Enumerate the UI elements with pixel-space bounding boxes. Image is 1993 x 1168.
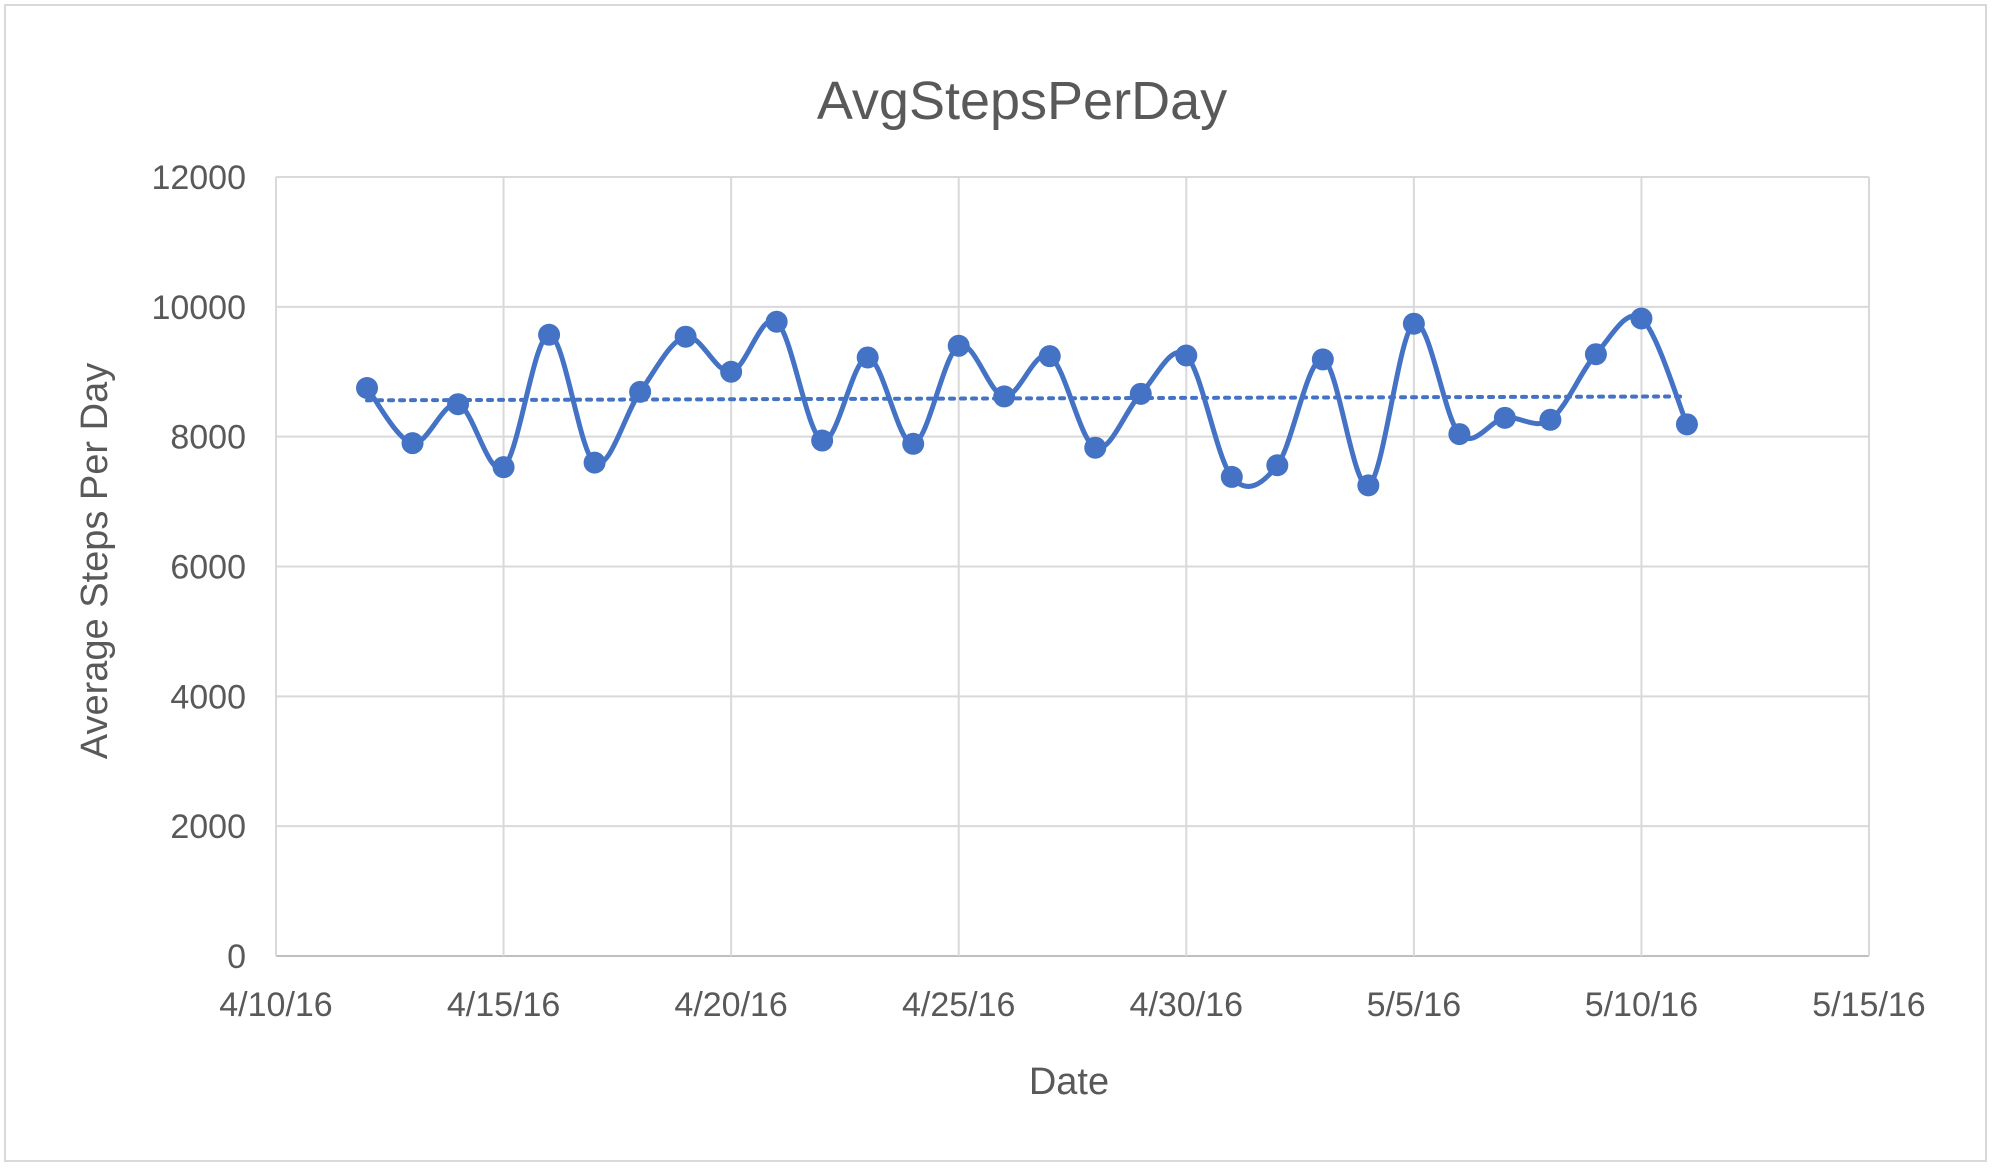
data-point — [356, 376, 379, 399]
data-point — [538, 323, 561, 346]
data-point — [492, 456, 515, 479]
x-tick-label: 5/10/16 — [1585, 986, 1698, 1024]
data-point — [674, 325, 697, 348]
y-tick-label: 0 — [227, 938, 246, 976]
data-point — [1630, 307, 1653, 330]
x-tick-label: 4/10/16 — [219, 986, 332, 1024]
data-point — [1675, 413, 1698, 436]
data-point — [1539, 408, 1562, 431]
data-point — [1175, 344, 1198, 367]
y-tick-label: 2000 — [170, 808, 246, 846]
y-tick-label: 10000 — [151, 289, 246, 327]
plot-area — [356, 307, 1698, 497]
y-axis-label: Average Steps Per Day — [74, 363, 116, 759]
data-point — [811, 429, 834, 452]
data-point — [1357, 474, 1380, 497]
x-tick-label: 4/20/16 — [674, 986, 787, 1024]
x-tick-label: 4/30/16 — [1130, 986, 1243, 1024]
x-tick-label: 5/5/16 — [1367, 986, 1462, 1024]
x-axis-ticks: 4/10/16 4/15/16 4/20/16 4/25/16 4/30/16 5/5/1… — [219, 986, 1925, 1024]
x-tick-label: 5/15/16 — [1812, 986, 1925, 1024]
series-line — [365, 313, 1690, 489]
x-tick-label: 4/25/16 — [902, 986, 1015, 1024]
y-tick-label: 12000 — [151, 159, 246, 197]
y-tick-label: 4000 — [170, 678, 246, 716]
chart-title: AvgStepsPerDay — [817, 71, 1227, 131]
data-point — [447, 393, 470, 416]
data-point — [1038, 345, 1061, 368]
data-point — [401, 432, 424, 455]
y-tick-label: 6000 — [170, 549, 246, 587]
data-point — [1129, 382, 1152, 405]
data-point — [1084, 436, 1107, 459]
y-axis-ticks: 0 2000 4000 6000 8000 10000 12000 — [151, 159, 246, 976]
gridlines — [275, 176, 1870, 957]
x-tick-label: 4/15/16 — [447, 986, 560, 1024]
data-point — [1493, 406, 1516, 429]
chart-frame: AvgStepsPerDay 0 2000 4000 6000 8000 10000 120… — [4, 4, 1987, 1162]
data-point — [1448, 423, 1471, 446]
data-point — [902, 432, 925, 455]
data-point — [720, 360, 743, 383]
data-point — [947, 334, 970, 357]
data-point — [1402, 312, 1425, 335]
line-chart: AvgStepsPerDay 0 2000 4000 6000 8000 10000 120… — [74, 71, 1926, 1103]
data-point — [1266, 454, 1289, 477]
data-point — [1220, 465, 1243, 488]
data-point — [629, 380, 652, 403]
y-tick-label: 8000 — [170, 419, 246, 457]
data-point — [1584, 343, 1607, 366]
data-point — [765, 310, 788, 333]
data-point — [583, 451, 606, 474]
x-axis-label: Date — [1029, 1061, 1109, 1103]
data-point — [856, 346, 879, 369]
trendline — [365, 394, 1689, 403]
data-point — [993, 385, 1016, 408]
data-point — [1311, 348, 1334, 371]
